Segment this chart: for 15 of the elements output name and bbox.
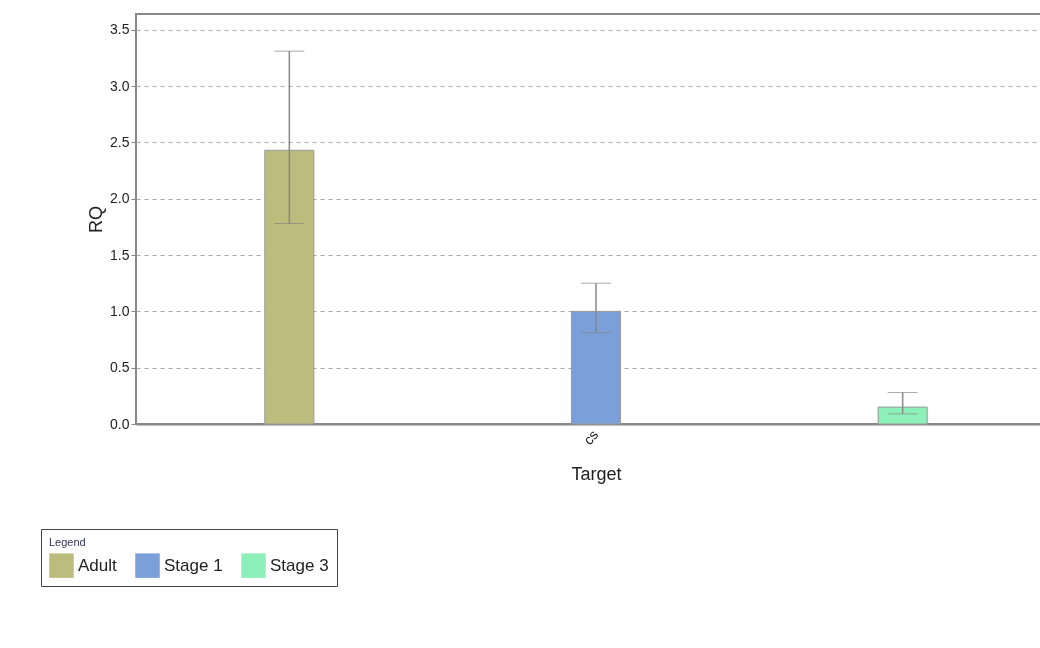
legend-label: Adult — [78, 555, 118, 575]
x-tick-label: cs — [580, 426, 602, 448]
legend-label: Stage 1 — [164, 555, 223, 575]
y-tick-label: 0.0 — [110, 415, 130, 432]
y-tick-label: 3.5 — [110, 21, 130, 38]
y-axis-title: RQ — [86, 206, 107, 233]
x-axis-title: Target — [571, 463, 622, 484]
legend-label: Stage 3 — [270, 555, 329, 575]
legend-title: Legend — [49, 536, 86, 548]
y-tick-label: 2.5 — [110, 133, 130, 150]
y-tick-label: 0.5 — [110, 359, 130, 376]
y-tick-label: 2.0 — [110, 190, 130, 207]
y-tick-label: 1.0 — [110, 302, 130, 319]
y-tick-label: 1.5 — [110, 246, 130, 263]
y-tick-label: 3.0 — [110, 77, 130, 94]
